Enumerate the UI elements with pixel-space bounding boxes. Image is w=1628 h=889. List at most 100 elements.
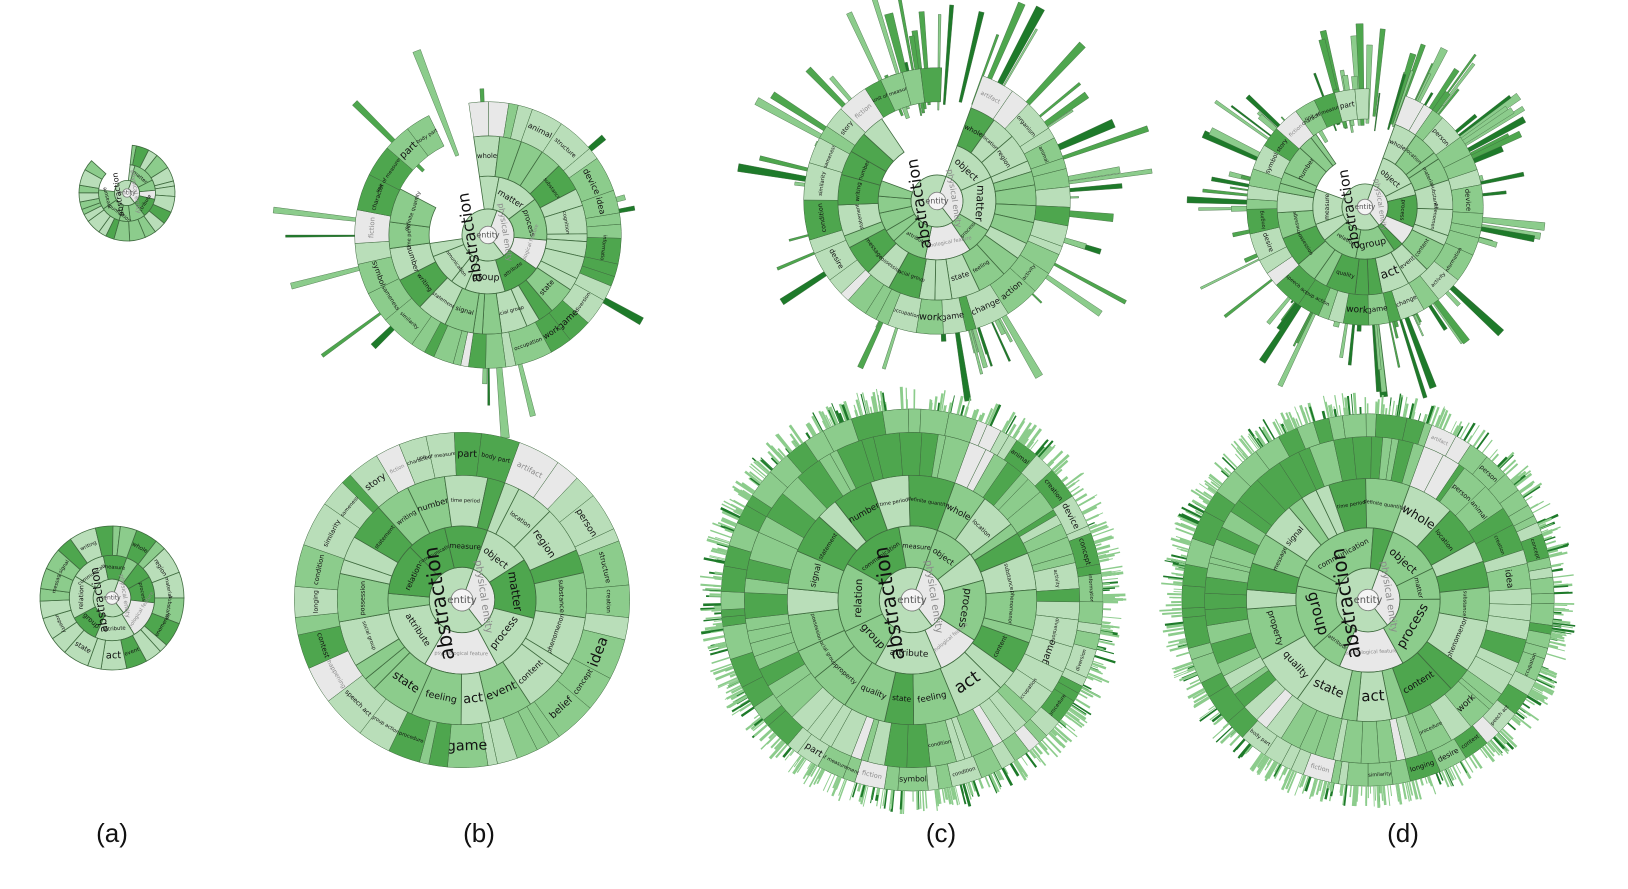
fringe-segment xyxy=(1505,463,1519,476)
fringe-segment xyxy=(1173,591,1182,593)
fringe-segment xyxy=(1339,784,1344,797)
fringe-segment xyxy=(1394,404,1398,416)
fringe-segment xyxy=(718,644,727,649)
fringe-segment xyxy=(1425,405,1435,424)
fringe-segment xyxy=(1088,523,1097,529)
fringe-segment xyxy=(1422,413,1428,423)
fringe-segment xyxy=(793,755,803,768)
fringe-segment xyxy=(1103,593,1126,597)
fringe-segment xyxy=(1531,687,1543,695)
fringe-segment xyxy=(1511,470,1527,484)
fringe-segment xyxy=(818,410,829,429)
fringe-segment xyxy=(1553,613,1564,616)
label-message: message xyxy=(51,571,63,594)
fringe-segment xyxy=(1532,503,1551,514)
label-fiction: fiction xyxy=(367,217,376,239)
fringe-segment xyxy=(789,750,795,756)
fringe-segment xyxy=(1022,427,1036,445)
fringe-segment xyxy=(1247,435,1259,450)
fringe-segment xyxy=(777,447,787,458)
fringe-segment xyxy=(902,790,905,815)
fringe-segment xyxy=(776,433,793,453)
fringe-segment xyxy=(1309,778,1318,797)
label-process: process xyxy=(137,582,147,602)
fringe-segment xyxy=(1550,634,1565,640)
fringe-segment xyxy=(766,734,777,745)
fringe-segment xyxy=(724,689,744,700)
segment-ring-5 xyxy=(1529,602,1555,626)
fringe-segment xyxy=(1071,487,1084,497)
fringe-segment xyxy=(1256,754,1267,768)
fringe-segment xyxy=(1264,760,1276,779)
fringe-segment xyxy=(1178,562,1186,566)
fringe-segment xyxy=(1035,745,1043,755)
fringe-segment xyxy=(1081,686,1102,699)
label-psychological-feature: psychological feature xyxy=(1344,648,1398,657)
fringe-segment xyxy=(941,390,946,412)
segment-ring-5 xyxy=(919,408,950,436)
label-longing: longing xyxy=(313,590,320,613)
fringe-segment xyxy=(1512,716,1522,724)
fringe-segment xyxy=(1547,548,1559,554)
label-creation: creation xyxy=(605,589,611,613)
fringe-segment xyxy=(1489,449,1498,460)
spike-segment xyxy=(1387,73,1407,131)
fringe-segment xyxy=(742,489,753,498)
label-work: work xyxy=(1346,304,1369,316)
fringe-segment xyxy=(1408,403,1415,419)
segment-ring-4 xyxy=(920,67,943,103)
fringe-segment xyxy=(744,470,762,485)
fringe-segment xyxy=(1057,723,1063,729)
fringe-segment xyxy=(714,612,722,615)
fringe-segment xyxy=(807,762,812,769)
fringe-segment xyxy=(1487,741,1501,756)
fringe-segment xyxy=(1259,756,1268,769)
fringe-segment xyxy=(1315,779,1322,796)
label-possession: possession xyxy=(359,581,367,615)
fringe-segment xyxy=(1204,482,1217,493)
fringe-segment xyxy=(717,676,738,688)
fringe-segment xyxy=(1261,429,1272,443)
fringe-segment xyxy=(1499,730,1518,748)
fringe-segment xyxy=(853,404,859,417)
fringe-segment xyxy=(749,471,763,483)
fringe-segment xyxy=(811,415,822,433)
label-time-period: time period xyxy=(879,497,908,508)
fringe-segment xyxy=(1050,729,1058,737)
fringe-segment xyxy=(721,510,740,521)
fringe-segment xyxy=(1552,624,1573,629)
root-label: entity xyxy=(447,595,476,606)
fringe-segment xyxy=(715,536,731,543)
fringe-segment xyxy=(1376,785,1381,808)
fringe-segment xyxy=(829,418,834,427)
fringe-segment xyxy=(1173,664,1194,674)
fringe-segment xyxy=(1208,473,1223,486)
fringe-segment xyxy=(736,691,745,697)
fringe-segment xyxy=(1240,435,1255,454)
fringe-segment xyxy=(1450,421,1457,434)
fringe-segment xyxy=(1324,401,1330,419)
fringe-segment xyxy=(1410,398,1419,420)
fringe-segment xyxy=(1195,488,1212,501)
fringe-segment xyxy=(707,642,727,650)
fringe-segment xyxy=(1541,527,1558,536)
fringe-segment xyxy=(1098,551,1121,558)
fringe-segment xyxy=(1554,602,1575,605)
fringe-segment xyxy=(1258,426,1270,443)
fringe-segment xyxy=(753,461,769,475)
fringe-segment xyxy=(856,783,862,792)
fringe-segment xyxy=(1064,714,1072,721)
fringe-segment xyxy=(985,408,994,425)
fringe-segment xyxy=(1304,407,1312,424)
label-time-period: time period xyxy=(451,498,480,505)
fringe-segment xyxy=(1018,428,1030,443)
fringe-segment xyxy=(1529,690,1544,700)
fringe-segment xyxy=(838,412,844,423)
fringe-segment xyxy=(1184,669,1196,675)
fringe-segment xyxy=(1285,412,1295,430)
fringe-segment xyxy=(1510,472,1522,482)
fringe-segment xyxy=(1029,749,1037,759)
fringe-segment xyxy=(944,788,949,800)
fringe-segment xyxy=(1102,589,1110,592)
